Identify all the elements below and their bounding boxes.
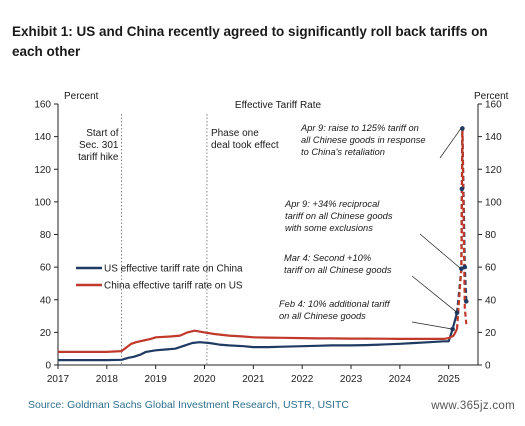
y-tick-label-left: 120 bbox=[34, 165, 51, 176]
x-tick-label: 2025 bbox=[438, 374, 461, 385]
legend-label: China effective tariff rate on US bbox=[104, 281, 243, 292]
y-tick-label-right: 140 bbox=[485, 132, 502, 143]
data-point bbox=[459, 186, 465, 192]
annotation-text: to China's retaliation bbox=[301, 147, 385, 157]
x-tick-label: 2022 bbox=[291, 374, 314, 385]
annotation-text: with some exclusions bbox=[285, 223, 373, 233]
y-tick-label-left: 100 bbox=[34, 197, 51, 208]
y-tick-label-right: 80 bbox=[485, 230, 497, 241]
data-point bbox=[450, 326, 455, 332]
y-tick-label-right: 100 bbox=[485, 197, 502, 208]
annotation-text: tariff on all Chinese goods bbox=[284, 265, 392, 275]
reference-line-label: Sec. 301 bbox=[79, 140, 119, 151]
y-tick-label-left: 80 bbox=[40, 230, 52, 241]
x-tick-label: 2021 bbox=[242, 374, 265, 385]
y-tick-label-right: 40 bbox=[485, 295, 497, 306]
series-line-china bbox=[58, 328, 458, 353]
x-tick-label: 2024 bbox=[389, 374, 412, 385]
data-point bbox=[460, 126, 465, 131]
annotation-leader bbox=[411, 321, 453, 330]
reference-line-label: Phase one bbox=[211, 128, 259, 139]
legend-label: US effective tariff rate on China bbox=[104, 264, 243, 275]
y-tick-label-left: 40 bbox=[40, 295, 52, 306]
y-tick-label-left: 160 bbox=[34, 100, 51, 111]
data-point bbox=[459, 266, 464, 272]
y-tick-label-right: 120 bbox=[485, 165, 502, 176]
annotation-text: all Chinese goods in response bbox=[301, 135, 426, 145]
annotation-text: Feb 4: 10% additional tariff bbox=[279, 299, 391, 309]
x-tick-label: 2017 bbox=[47, 374, 70, 385]
x-tick-label: 2023 bbox=[340, 374, 363, 385]
source-note: Source: Goldman Sachs Global Investment … bbox=[28, 399, 349, 411]
x-tick-label: 2018 bbox=[96, 374, 119, 385]
y-axis-label-right: Percent bbox=[474, 91, 509, 102]
y-tick-label-left: 20 bbox=[40, 328, 52, 339]
reference-line-label: Start of bbox=[86, 128, 118, 139]
watermark: www.365jz.com bbox=[431, 400, 515, 412]
series-line-us bbox=[58, 312, 459, 362]
chart-inner-title: Effective Tariff Rate bbox=[235, 100, 322, 111]
y-axis-label-left: Percent bbox=[64, 91, 99, 102]
y-tick-label-right: 0 bbox=[485, 361, 491, 372]
annotation-text: Apr 9: raise to 125% tariff on bbox=[300, 123, 419, 133]
x-tick-label: 2020 bbox=[193, 374, 216, 385]
series-line-dashed-china bbox=[455, 128, 468, 330]
y-tick-label-left: 60 bbox=[40, 263, 52, 274]
y-tick-label-left: 0 bbox=[45, 361, 51, 372]
annotation-leader bbox=[439, 128, 462, 159]
data-point bbox=[462, 264, 468, 270]
reference-line-label: tariff hike bbox=[78, 152, 119, 163]
y-tick-label-right: 160 bbox=[485, 100, 502, 111]
annotation-text: tariff on all Chinese goods bbox=[285, 211, 393, 221]
annotation-leader bbox=[411, 275, 458, 314]
annotation-text: Mar 4: Second +10% bbox=[284, 253, 371, 263]
data-point bbox=[463, 299, 469, 304]
y-tick-label-right: 60 bbox=[485, 263, 497, 274]
y-tick-label-left: 140 bbox=[34, 132, 51, 143]
chart-title: Exhibit 1: US and China recently agreed … bbox=[12, 24, 488, 59]
x-tick-label: 2019 bbox=[145, 374, 168, 385]
y-tick-label-right: 20 bbox=[485, 328, 497, 339]
reference-line-label: deal took effect bbox=[211, 140, 279, 151]
annotation-text: on all Chinese goods bbox=[279, 311, 366, 321]
annotation-text: Apr 9: +34% reciprocal bbox=[284, 199, 380, 209]
annotation-leader bbox=[419, 233, 462, 270]
